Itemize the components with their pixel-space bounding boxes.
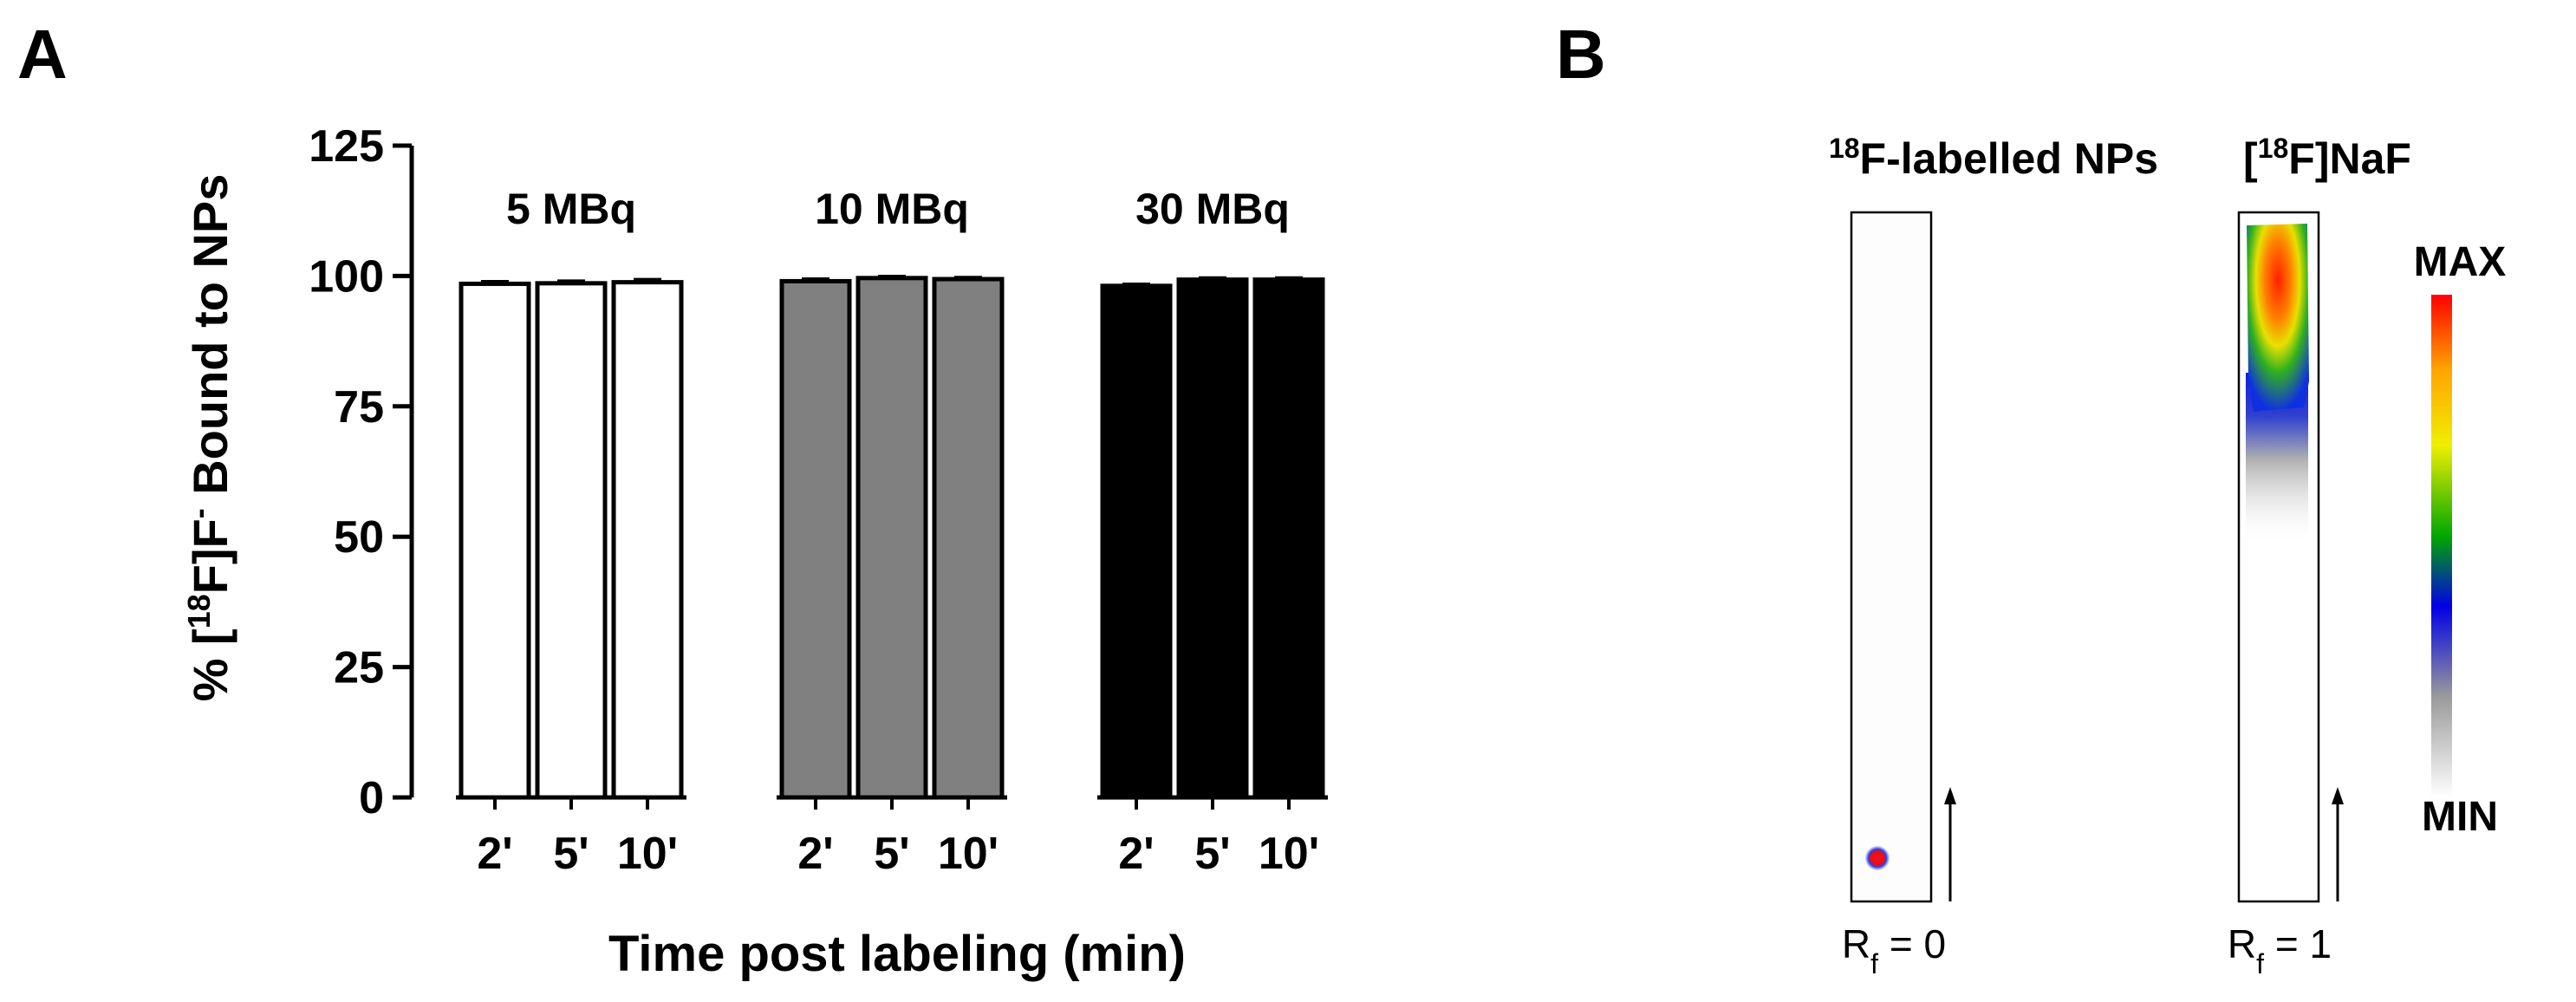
x-tick-label: 5': [874, 829, 909, 879]
strip1-rf-sub: f: [1870, 948, 1878, 979]
strip1-title: 18F-labelled NPs: [1829, 133, 2158, 183]
bar: [459, 281, 531, 800]
y-tick-label: 50: [334, 512, 384, 563]
y-axis-title-sup1: 18: [181, 594, 217, 628]
scale-max-label: MAX: [2414, 239, 2507, 285]
group-title: 10 MBq: [815, 185, 969, 233]
strip1-arrowhead: [1944, 787, 1956, 804]
bar: [535, 281, 608, 800]
y-axis-title: % [18F]F- Bound to NPs: [181, 174, 238, 702]
bar: [932, 277, 1005, 800]
panel-b-label: B: [1556, 16, 1606, 93]
y-axis-title-mid: F]F: [183, 518, 237, 594]
x-tick-label: 2': [477, 829, 512, 879]
y-axis-title-pre: % [: [183, 628, 237, 701]
strip2-hotspot: [2247, 224, 2309, 412]
strip2-title-text: F]NaF: [2288, 134, 2411, 183]
y-axis-title-sup2: -: [181, 508, 217, 518]
strip2-rf-sub: f: [2256, 948, 2264, 979]
strip1-spot: [1865, 846, 1890, 870]
y-tick-label: 0: [359, 773, 384, 823]
x-tick-label: 5': [1194, 829, 1230, 879]
x-tick-label: 2': [797, 829, 833, 879]
y-axis-title-post: Bound to NPs: [183, 174, 237, 509]
strip2-title-sup: 18: [2258, 133, 2289, 164]
strip2-title: [18F]NaF: [2243, 133, 2411, 183]
group-title: 30 MBq: [1135, 185, 1290, 233]
group-title: 5 MBq: [506, 185, 636, 233]
strip1-rf-value: = 0: [1878, 921, 1946, 966]
strip2-arrowhead: [2332, 787, 2344, 804]
strip2-rf-main: R: [2228, 921, 2256, 966]
chart-a: 0 25 50 75 100 125 5 MBq 2' 5' 10' 10 MBq 2' 5' 10' 30…: [309, 121, 1328, 879]
x-tick-label: 2': [1118, 829, 1154, 879]
strip2-title-pre: [: [2243, 134, 2258, 183]
strip1-rf-main: R: [1842, 921, 1870, 966]
x-tick-label: 10': [1259, 829, 1319, 879]
x-tick-label: 10': [617, 829, 678, 879]
x-tick-label: 5': [553, 829, 589, 879]
strip2-rf-value: = 1: [2264, 921, 2332, 966]
strip1-title-text: F-labelled NPs: [1860, 134, 2159, 183]
bar: [855, 276, 928, 800]
panel-a-label: A: [17, 16, 68, 93]
strip1-title-sup: 18: [1829, 133, 1860, 164]
y-tick-label: 75: [334, 382, 384, 433]
svg-text:% [18F]F- Bound to NPs: % [18F]F- Bound to NPs: [181, 174, 238, 702]
bar: [779, 278, 852, 800]
bar: [1100, 283, 1173, 800]
bar: [1176, 277, 1249, 800]
scale-min-label: MIN: [2422, 794, 2498, 840]
strip1-rf-label: Rf = 0: [1842, 921, 1946, 979]
x-axis-title: Time post labeling (min): [608, 926, 1186, 982]
y-tick-label: 125: [309, 121, 384, 172]
color-scale-bar: [2431, 295, 2452, 797]
x-tick-label: 10': [938, 829, 999, 879]
bar: [1252, 277, 1325, 800]
bar: [611, 280, 684, 800]
y-tick-label: 25: [334, 643, 384, 693]
strip2-rf-label: Rf = 1: [2228, 921, 2332, 979]
strip1-box: [1850, 211, 1933, 903]
y-tick-label: 100: [309, 251, 384, 302]
